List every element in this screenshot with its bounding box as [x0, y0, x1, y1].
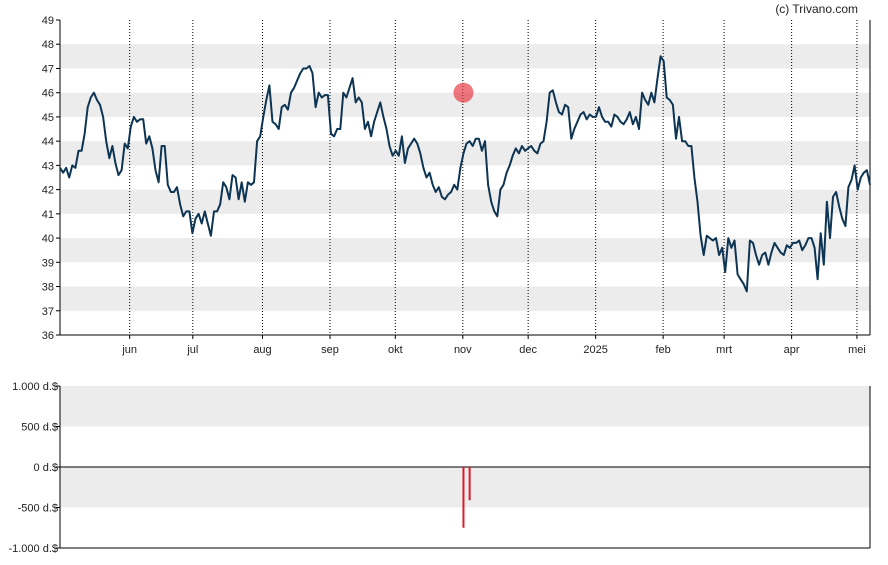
- price-y-tick-label: 41: [42, 209, 54, 221]
- price-y-tick-label: 43: [42, 160, 54, 172]
- month-tick-label: aug: [253, 344, 271, 356]
- price-y-tick-label: 48: [42, 39, 54, 51]
- volume-band: [60, 386, 870, 427]
- price-series-line: [59, 55, 871, 293]
- month-tick-label: mei: [848, 344, 866, 356]
- volume-y-tick-label: -1.000 d.$: [8, 543, 58, 555]
- price-y-tick-label: 44: [42, 136, 54, 148]
- price-y-tick-label: 49: [42, 15, 54, 27]
- price-band: [60, 286, 870, 311]
- month-tick-label: jun: [121, 344, 137, 356]
- price-y-tick-label: 37: [42, 306, 54, 318]
- price-y-tick-label: 46: [42, 88, 54, 100]
- volume-y-tick-label: -500 d.$: [18, 503, 58, 515]
- price-band: [60, 44, 870, 69]
- price-y-tick-label: 40: [42, 233, 54, 245]
- volume-y-tick-label: 1.000 d.$: [12, 381, 58, 393]
- price-band: [60, 189, 870, 214]
- price-y-tick-label: 42: [42, 185, 54, 197]
- insider-trade-marker: [453, 82, 474, 103]
- price-y-tick-label: 45: [42, 112, 54, 124]
- price-band: [60, 141, 870, 166]
- month-tick-label: dec: [519, 344, 537, 356]
- month-tick-label: 2025: [583, 344, 607, 356]
- price-y-tick-label: 38: [42, 282, 54, 294]
- month-tick-label: okt: [388, 344, 403, 356]
- volume-y-tick-label: 0 d.$: [34, 462, 58, 474]
- month-tick-label: feb: [655, 344, 670, 356]
- price-y-tick-label: 47: [42, 63, 54, 75]
- month-tick-label: apr: [784, 344, 800, 356]
- price-y-tick-label: 39: [42, 257, 54, 269]
- month-tick-label: nov: [454, 344, 472, 356]
- month-tick-label: jul: [186, 344, 198, 356]
- copyright-label: (c) Trivano.com: [775, 2, 858, 16]
- month-tick-label: mrt: [716, 344, 732, 356]
- volume-band: [60, 467, 870, 508]
- price-y-tick-label: 36: [42, 330, 54, 342]
- volume-y-tick-label: 500 d.$: [21, 422, 58, 434]
- month-tick-label: sep: [321, 344, 339, 356]
